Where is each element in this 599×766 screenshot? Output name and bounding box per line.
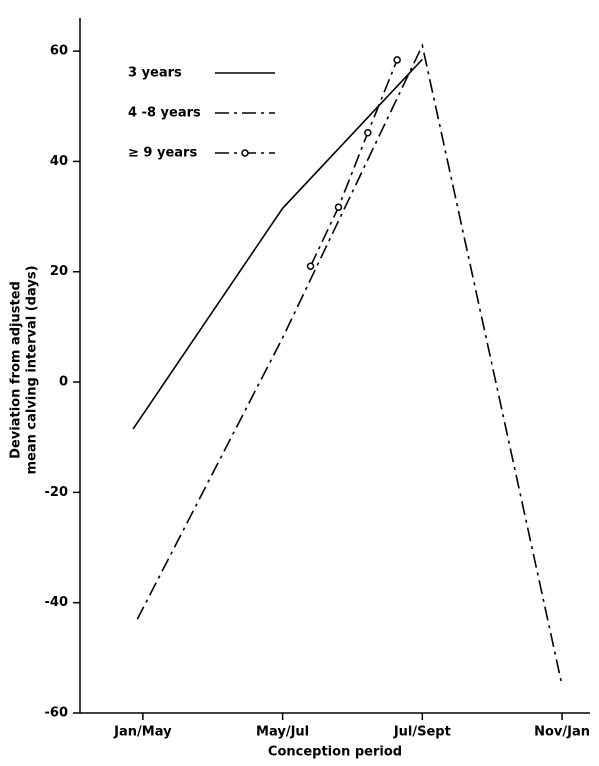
point [364, 128, 372, 137]
point [306, 262, 315, 270]
point [334, 203, 343, 211]
point [393, 56, 401, 64]
y-label-line: mean calving interval (days) [25, 265, 40, 474]
x-tick-label: Jan/May [113, 725, 172, 740]
legend-label: ≥ 9 years [128, 146, 197, 161]
x-tick-label: Jul/Sept [393, 725, 451, 740]
y-tick-label: 60 [50, 44, 68, 59]
y-label-line: Deviation from adjusted [9, 281, 24, 459]
y-tick-label: 20 [50, 264, 68, 279]
legend-label: 3 years [128, 66, 182, 81]
y-tick-label: -60 [45, 706, 69, 721]
y-tick-label: -40 [45, 595, 69, 610]
y-axis-title: Deviation from adjusted mean calving int… [9, 265, 40, 474]
x-axis-title: Conception period [268, 745, 402, 760]
series-line [132, 58, 423, 430]
series-line [309, 59, 398, 267]
x-tick-label: May/Jul [256, 725, 309, 740]
legend-label: 4 -8 years [128, 106, 201, 121]
y-tick-label: 40 [50, 154, 68, 169]
series-line [136, 43, 563, 686]
x-tick-label: Nov/Jan [534, 725, 590, 740]
y-tick-label: -20 [45, 485, 69, 500]
y-tick-label: 0 [59, 375, 68, 390]
legend-marker [241, 149, 249, 157]
